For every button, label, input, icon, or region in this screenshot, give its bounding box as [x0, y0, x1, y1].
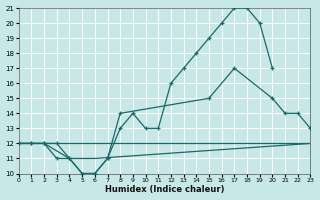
- X-axis label: Humidex (Indice chaleur): Humidex (Indice chaleur): [105, 185, 224, 194]
